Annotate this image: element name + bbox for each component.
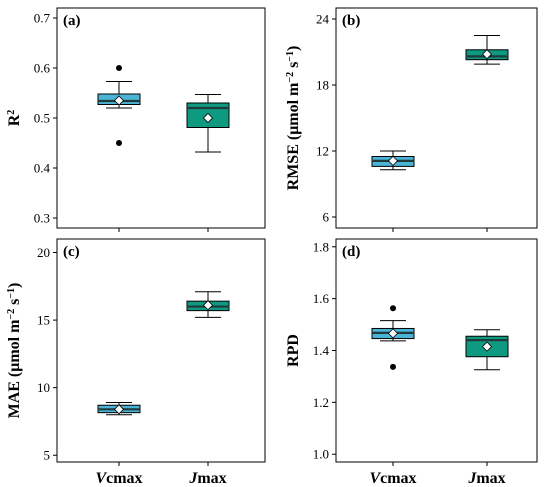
x-tick-label-rest: max bbox=[476, 470, 505, 487]
outlier-point bbox=[390, 363, 396, 370]
y-tick-label: 1.0 bbox=[313, 447, 329, 462]
outlier-point bbox=[116, 140, 122, 146]
box-vcmax bbox=[97, 65, 141, 146]
x-tick-label-italic: V bbox=[369, 470, 381, 487]
plot-frame bbox=[56, 7, 266, 229]
box-jmax bbox=[186, 94, 230, 153]
x-tick-label: Vcmax bbox=[95, 470, 142, 487]
panel-label: (d) bbox=[342, 244, 360, 260]
panel-b: (b) 6 12 18 24 RMSE (μmol m−2 s−1) bbox=[285, 7, 538, 232]
y-tick-label: 5 bbox=[44, 448, 51, 463]
y-axis-label: R2 bbox=[6, 110, 24, 127]
mean-marker bbox=[113, 404, 125, 415]
y-tick-label: 0.4 bbox=[34, 161, 51, 176]
box-jmax bbox=[465, 35, 509, 65]
box-jmax bbox=[186, 291, 230, 318]
y-axis-label-text: MAE (μmol m bbox=[6, 319, 23, 419]
y-tick-label: 6 bbox=[323, 210, 330, 225]
y-axis-label-text: R bbox=[6, 114, 23, 126]
plot-frame bbox=[335, 7, 538, 229]
x-tick-label-italic: J bbox=[188, 470, 198, 487]
panel-label: (b) bbox=[342, 13, 360, 29]
y-axis-label-superscript: −1 bbox=[6, 288, 17, 299]
mean-marker bbox=[387, 328, 399, 339]
y-tick-label: 18 bbox=[316, 78, 329, 93]
x-tick-label-rest: cmax bbox=[106, 470, 142, 487]
box-jmax bbox=[465, 329, 509, 371]
y-tick-label: 15 bbox=[37, 313, 50, 328]
x-tick-label: Jmax bbox=[467, 470, 505, 487]
y-axis-label-text: s bbox=[6, 299, 23, 309]
outlier-point bbox=[390, 305, 396, 312]
y-tick-label: 0.3 bbox=[34, 211, 50, 226]
mean-marker bbox=[481, 341, 493, 352]
y-tick-label: 0.5 bbox=[34, 111, 50, 126]
y-axis-label: RMSE (μmol m−2 s−1) bbox=[285, 46, 303, 191]
panel-label: (c) bbox=[63, 244, 80, 260]
y-axis-label-text: RMSE (μmol m bbox=[285, 82, 302, 190]
y-axis-label-text: ) bbox=[285, 46, 302, 51]
y-axis-label-superscript: −1 bbox=[285, 51, 296, 62]
outlier-point bbox=[116, 65, 122, 71]
panel-c: (c) 5 10 15 20 MAE (μmol m−2 s−1) Vcmax Jmax bbox=[6, 238, 266, 487]
y-tick-label: 20 bbox=[37, 245, 50, 260]
y-tick-label: 0.6 bbox=[34, 61, 51, 76]
y-axis-label: MAE (μmol m−2 s−1) bbox=[6, 283, 24, 419]
y-tick-label: 1.6 bbox=[313, 291, 330, 306]
y-axis-label-superscript: 2 bbox=[6, 110, 17, 115]
mean-marker bbox=[387, 155, 399, 166]
panel-d: (d) 1.0 1.2 1.4 1.6 1.8 RPD Vcmax Jmax bbox=[285, 238, 538, 487]
y-axis-label-text: RPD bbox=[285, 334, 302, 367]
y-tick-label: 1.8 bbox=[313, 239, 329, 254]
y-tick-label: 0.7 bbox=[34, 11, 51, 26]
x-tick-label-rest: cmax bbox=[380, 470, 416, 487]
y-axis-label-superscript: −2 bbox=[6, 309, 17, 320]
y-tick-label: 10 bbox=[37, 380, 50, 395]
y-tick-label: 1.4 bbox=[313, 343, 330, 358]
y-axis-label-superscript: −2 bbox=[285, 72, 296, 83]
mean-marker bbox=[481, 49, 493, 60]
mean-marker bbox=[202, 300, 214, 311]
y-axis-label-text: ) bbox=[6, 283, 23, 288]
y-tick-label: 12 bbox=[316, 144, 329, 159]
x-tick-label-italic: J bbox=[467, 470, 477, 487]
y-tick-label: 24 bbox=[316, 12, 330, 27]
box-vcmax bbox=[371, 150, 415, 171]
x-tick-label-italic: V bbox=[95, 470, 107, 487]
panel-a: (a) 0.3 0.4 0.5 0.6 0.7 R2 bbox=[6, 7, 266, 232]
mean-marker bbox=[202, 112, 214, 124]
y-axis-label: RPD bbox=[285, 334, 302, 367]
box-vcmax bbox=[97, 402, 141, 416]
plot-frame bbox=[56, 238, 266, 463]
y-tick-label: 1.2 bbox=[313, 395, 329, 410]
y-axis-label-text: s bbox=[285, 62, 302, 72]
x-tick-label: Jmax bbox=[188, 470, 226, 487]
mean-marker bbox=[113, 95, 125, 106]
box-vcmax bbox=[371, 305, 415, 370]
x-tick-label-rest: max bbox=[197, 470, 226, 487]
panel-label: (a) bbox=[63, 13, 81, 29]
x-tick-label: Vcmax bbox=[369, 470, 416, 487]
